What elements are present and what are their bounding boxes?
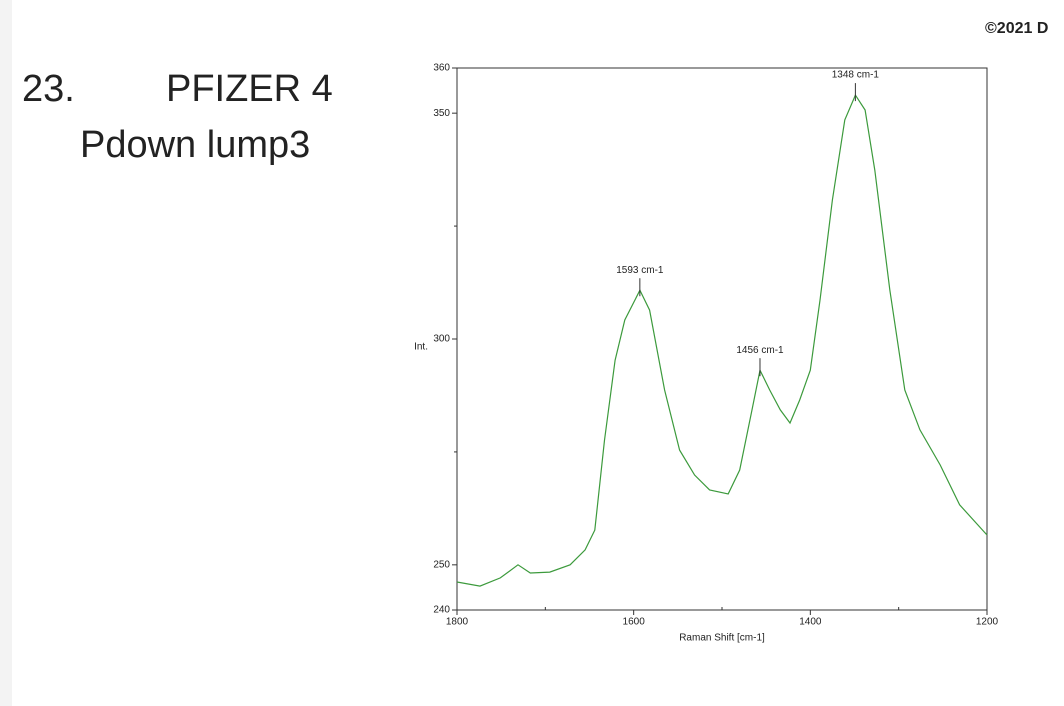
y-tick-label: 350 — [433, 108, 450, 119]
y-tick-label: 360 — [433, 63, 450, 74]
peak-label: 1593 cm-1 — [616, 265, 664, 276]
spectrum-line — [456, 93, 988, 587]
slide-number: 23. — [22, 68, 75, 110]
plot-frame — [456, 67, 988, 611]
y-tick-label: 300 — [433, 334, 450, 345]
peak-label: 1456 cm-1 — [736, 345, 784, 356]
side-strip — [0, 0, 12, 706]
x-axis-label: Raman Shift [cm-1] — [679, 633, 765, 644]
y-axis-label: Int. — [414, 342, 428, 353]
slide-subtitle: Pdown lump3 — [80, 124, 311, 166]
x-tick-label: 1400 — [799, 617, 822, 628]
slide-title: PFIZER 4 — [166, 68, 333, 110]
x-tick-label: 1200 — [976, 617, 999, 628]
y-tick-label: 250 — [433, 559, 450, 570]
peak-label: 1348 cm-1 — [832, 70, 880, 81]
copyright: ©2021 D — [985, 20, 1049, 37]
x-tick-label: 1800 — [446, 617, 469, 628]
x-tick-label: 1600 — [623, 617, 646, 628]
y-tick-label: 240 — [433, 605, 450, 616]
